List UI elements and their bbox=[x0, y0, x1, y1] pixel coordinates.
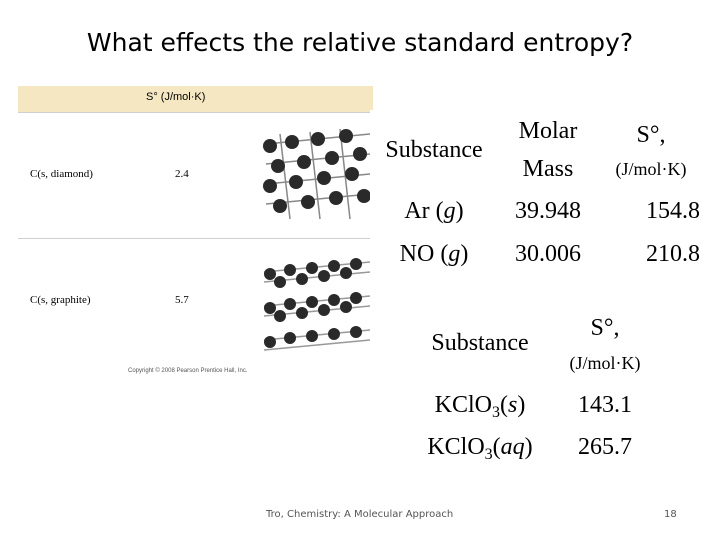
slide-title: What effects the relative standard entro… bbox=[86, 28, 634, 57]
figure-header-label: S° (J/mol·K) bbox=[146, 91, 206, 103]
header-entropy: S°, (J/mol·K) bbox=[615, 122, 687, 179]
substance-cell: NO (g) bbox=[399, 241, 469, 267]
textbook-figure: S° (J/mol·K) C(s, diamond) 2.4 C(s, grap… bbox=[18, 86, 373, 376]
diamond-lattice-image bbox=[263, 128, 371, 220]
graphite-layers-image bbox=[263, 258, 371, 351]
table-header-row: Substance S°, (J/mol·K) bbox=[410, 302, 660, 384]
table-row: NO (g) 30.006 210.8 bbox=[370, 233, 704, 276]
table-header-row: Substance Molar Mass S°, (J/mol·K) bbox=[370, 110, 704, 190]
entropy-cell: 265.7 bbox=[578, 433, 632, 460]
header-entropy: S°, (J/mol·K) bbox=[569, 315, 641, 373]
substance-cell: Ar (g) bbox=[404, 198, 464, 224]
header-molar-mass: Molar Mass bbox=[518, 118, 578, 182]
figure-row-value: 2.4 bbox=[175, 168, 189, 180]
molar-mass-cell: 30.006 bbox=[515, 241, 581, 267]
entropy-table-gases: Substance Molar Mass S°, (J/mol·K) Ar (g… bbox=[370, 110, 704, 276]
substance-cell: KClO3(s) bbox=[434, 391, 526, 421]
footer-source: Tro, Chemistry: A Molecular Approach bbox=[266, 509, 454, 520]
table-row: Ar (g) 39.948 154.8 bbox=[370, 190, 704, 233]
entropy-table-kclo3: Substance S°, (J/mol·K) KClO3(s) 143.1 K… bbox=[410, 302, 660, 468]
figure-divider bbox=[18, 112, 373, 113]
figure-header: S° (J/mol·K) bbox=[18, 86, 373, 112]
header-substance: Substance bbox=[431, 329, 529, 356]
page-number: 18 bbox=[664, 509, 677, 520]
table-row: KClO3(aq) 265.7 bbox=[410, 426, 660, 468]
figure-row-value: 5.7 bbox=[175, 294, 189, 306]
molar-mass-cell: 39.948 bbox=[515, 198, 581, 224]
figure-copyright: Copyright © 2008 Pearson Prentice Hall, … bbox=[128, 368, 248, 374]
figure-divider bbox=[18, 238, 373, 239]
table-row: KClO3(s) 143.1 bbox=[410, 384, 660, 426]
entropy-cell: 210.8 bbox=[646, 241, 700, 267]
substance-cell: KClO3(aq) bbox=[427, 433, 533, 463]
figure-row-substance: C(s, diamond) bbox=[30, 168, 93, 180]
figure-row-substance: C(s, graphite) bbox=[30, 294, 91, 306]
entropy-cell: 143.1 bbox=[578, 391, 632, 418]
entropy-cell: 154.8 bbox=[646, 198, 700, 224]
header-substance: Substance bbox=[385, 136, 483, 163]
